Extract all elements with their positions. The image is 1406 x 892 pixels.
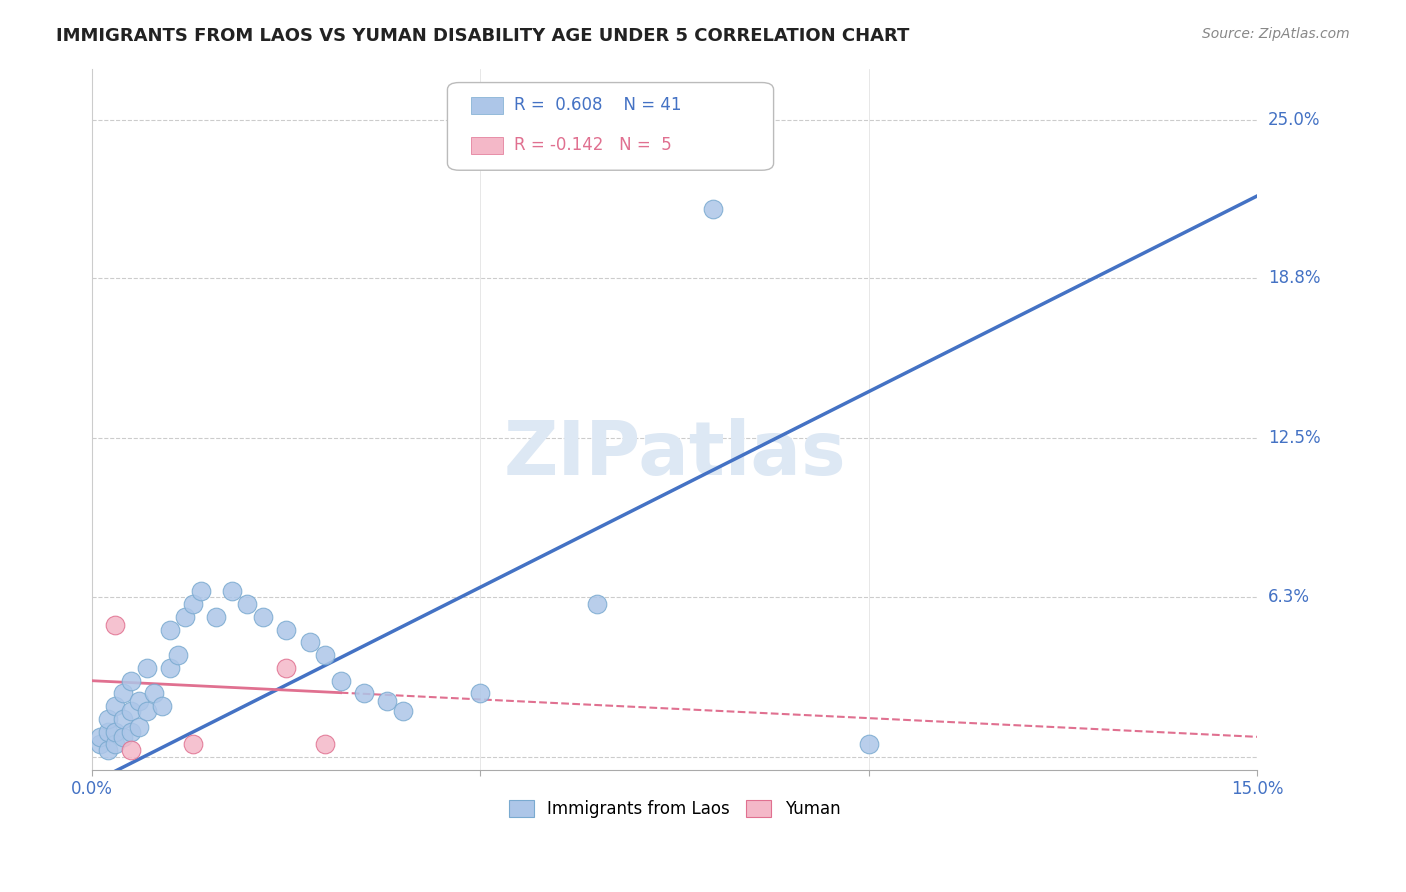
Point [702, 202, 724, 216]
Point [159, 623, 181, 637]
Point [112, 686, 135, 700]
Point [586, 597, 609, 611]
Point [120, 704, 142, 718]
Point [120, 724, 142, 739]
Point [97, 742, 120, 756]
Point [97, 724, 120, 739]
FancyBboxPatch shape [447, 83, 773, 170]
Point [190, 584, 212, 599]
Text: 12.5%: 12.5% [1268, 429, 1320, 448]
Point [470, 686, 492, 700]
Text: R = -0.142   N =  5: R = -0.142 N = 5 [513, 136, 672, 154]
Point [174, 610, 197, 624]
Point [97, 712, 120, 726]
Text: ZIPatlas: ZIPatlas [503, 417, 846, 491]
Point [104, 738, 127, 752]
Text: R =  0.608    N = 41: R = 0.608 N = 41 [513, 96, 682, 114]
Text: 6.3%: 6.3% [1268, 588, 1310, 606]
Point [252, 610, 274, 624]
Point [120, 673, 142, 688]
Point [143, 686, 166, 700]
Point [375, 694, 398, 708]
Point [276, 623, 298, 637]
Point [391, 704, 413, 718]
Point [135, 661, 157, 675]
Point [329, 673, 352, 688]
FancyBboxPatch shape [471, 136, 503, 154]
Point [298, 635, 321, 649]
FancyBboxPatch shape [471, 96, 503, 114]
Point [159, 661, 181, 675]
Point [221, 584, 243, 599]
Point [353, 686, 375, 700]
Point [112, 712, 135, 726]
Point [104, 724, 127, 739]
Point [181, 738, 204, 752]
Point [104, 699, 127, 714]
Legend: Immigrants from Laos, Yuman: Immigrants from Laos, Yuman [502, 793, 846, 825]
Point [128, 720, 150, 734]
Point [104, 617, 127, 632]
Point [236, 597, 259, 611]
Point [89, 730, 111, 744]
Point [276, 661, 298, 675]
Point [89, 738, 111, 752]
Text: IMMIGRANTS FROM LAOS VS YUMAN DISABILITY AGE UNDER 5 CORRELATION CHART: IMMIGRANTS FROM LAOS VS YUMAN DISABILITY… [56, 27, 910, 45]
Point [314, 738, 336, 752]
Point [112, 730, 135, 744]
Point [128, 694, 150, 708]
Point [120, 742, 142, 756]
Point [135, 704, 157, 718]
Text: Source: ZipAtlas.com: Source: ZipAtlas.com [1202, 27, 1350, 41]
Text: 25.0%: 25.0% [1268, 111, 1320, 128]
Point [205, 610, 228, 624]
Point [314, 648, 336, 663]
Point [181, 597, 204, 611]
Point [150, 699, 173, 714]
Point [166, 648, 188, 663]
Point [858, 738, 880, 752]
Text: 18.8%: 18.8% [1268, 268, 1320, 286]
